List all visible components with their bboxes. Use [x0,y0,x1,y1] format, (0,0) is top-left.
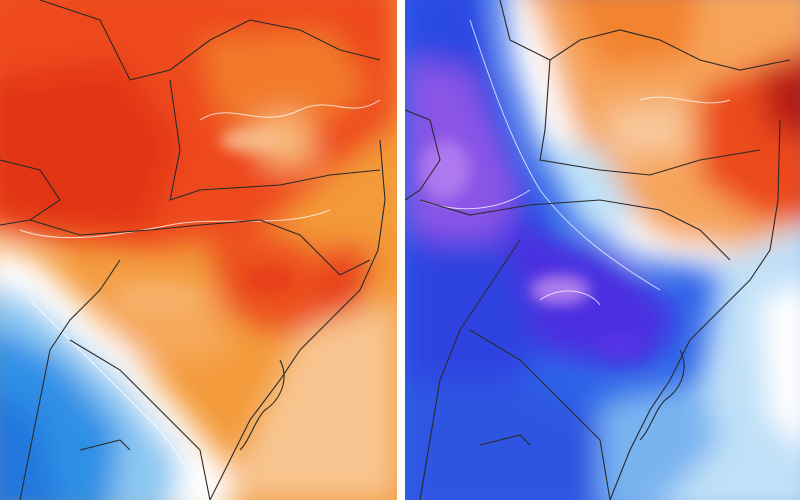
left-map-panel [0,0,397,500]
panel-divider [397,0,405,500]
political-borders [0,0,386,500]
right-map-panel [405,0,800,500]
political-borders [405,0,791,500]
